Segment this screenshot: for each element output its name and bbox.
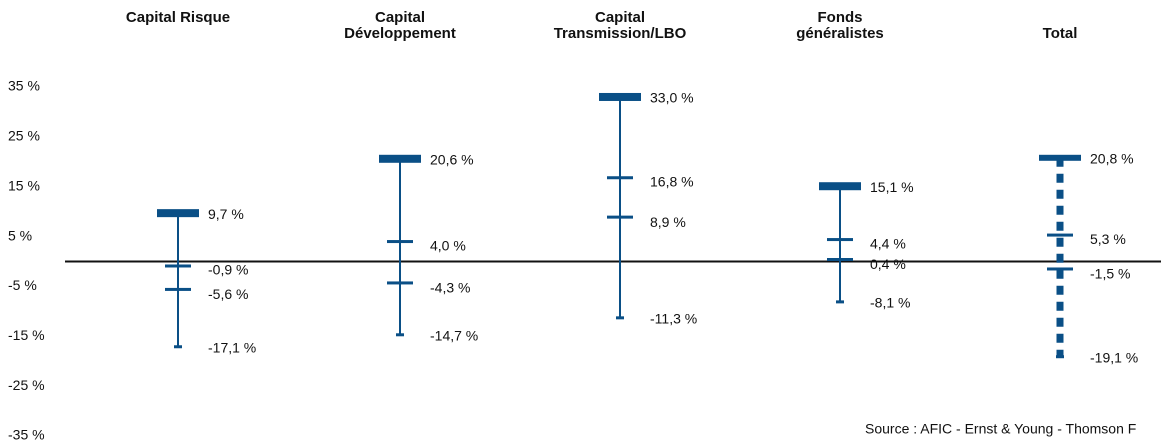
range-marker — [836, 300, 844, 304]
range-marker — [157, 209, 199, 218]
value-label: -1,5 % — [1090, 266, 1130, 282]
value-label: 16,8 % — [650, 173, 694, 189]
value-label: -4,3 % — [430, 280, 470, 296]
range-marker — [1047, 267, 1073, 271]
value-label: 20,6 % — [430, 151, 474, 167]
y-tick-label: 25 % — [8, 128, 40, 144]
category-label: Capital Développement — [344, 9, 456, 42]
range-marker — [387, 281, 413, 285]
y-tick-label: -35 % — [8, 427, 45, 443]
y-tick-label: -25 % — [8, 377, 45, 393]
range-marker — [827, 238, 853, 242]
source: Source : AFIC - Ernst & Young - Thomson … — [865, 421, 1136, 437]
y-tick-label: -15 % — [8, 327, 45, 343]
value-label: 4,0 % — [430, 237, 466, 253]
value-label: 4,4 % — [870, 235, 906, 251]
y-tick-label: 15 % — [8, 177, 40, 193]
value-label: 20,8 % — [1090, 151, 1134, 167]
value-label: -8,1 % — [870, 295, 910, 311]
value-label: 8,9 % — [650, 214, 686, 230]
value-label: 33,0 % — [650, 90, 694, 106]
range-marker — [607, 176, 633, 180]
value-label: -19,1 % — [1090, 349, 1138, 365]
value-label: 9,7 % — [208, 206, 244, 222]
value-label: -5,6 % — [208, 286, 248, 302]
y-tick-label: 5 % — [8, 227, 32, 243]
value-label: -17,1 % — [208, 339, 256, 355]
category-label: Total — [1042, 25, 1078, 42]
range-marker — [827, 258, 853, 262]
range-marker — [1047, 233, 1073, 237]
range-marker — [599, 92, 641, 101]
range-marker — [607, 215, 633, 219]
range-marker — [396, 333, 404, 337]
range-marker — [1039, 154, 1081, 161]
value-label: -0,9 % — [208, 262, 248, 278]
range-marker — [165, 287, 191, 291]
range-marker — [379, 154, 421, 163]
y-tick-label: -5 % — [8, 277, 37, 293]
value-label: 0,4 % — [870, 256, 906, 272]
category-label: Capital Transmission/LBO — [553, 9, 687, 42]
category-label: Capital Risque — [125, 9, 231, 26]
range-marker — [387, 240, 413, 244]
value-label: -11,3 % — [650, 311, 697, 327]
range-marker — [1056, 355, 1064, 359]
range-marker — [174, 345, 182, 349]
range-marker — [819, 182, 861, 191]
range-marker — [165, 264, 191, 268]
value-label: 15,1 % — [870, 179, 914, 195]
value-label: 5,3 % — [1090, 231, 1126, 247]
range-marker — [616, 316, 624, 320]
y-tick-label: 35 % — [8, 78, 40, 94]
category-label: Fonds généralistes — [796, 9, 884, 42]
value-label: -14,7 % — [430, 327, 478, 343]
